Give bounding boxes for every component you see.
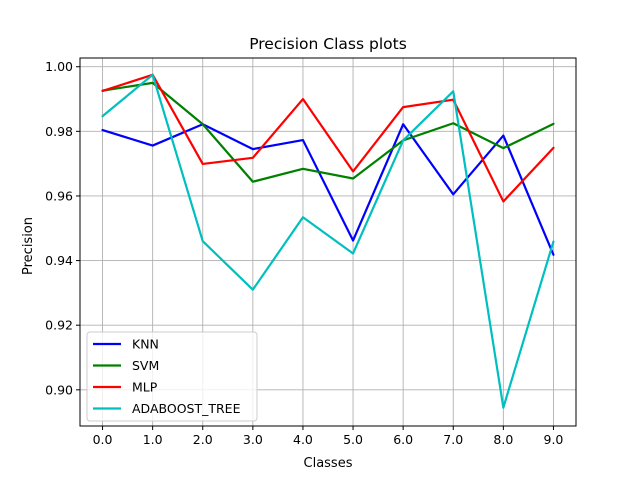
x-axis-label: Classes bbox=[304, 456, 353, 471]
legend-label: ADABOOST_TREE bbox=[132, 401, 241, 416]
legend-box bbox=[86, 331, 258, 422]
y-tick-label: 0.94 bbox=[45, 253, 73, 268]
x-tick-label: 2.0 bbox=[193, 432, 213, 447]
legend-label: SVM bbox=[132, 358, 159, 373]
y-tick-label: 0.96 bbox=[45, 188, 73, 203]
x-tick-label: 6.0 bbox=[393, 432, 413, 447]
x-axis: 0.0 1.0 2.0 3.0 4.0 5.0 6.0 7.0 8.0 9.0 bbox=[93, 426, 564, 447]
y-tick-label: 0.98 bbox=[45, 124, 73, 139]
series-lines bbox=[101, 73, 555, 409]
x-tick-label: 7.0 bbox=[443, 432, 463, 447]
plot-frame bbox=[79, 57, 577, 427]
chart-title: Precision Class plots bbox=[249, 35, 407, 53]
x-tick-label: 0.0 bbox=[93, 432, 113, 447]
series-line-mlp bbox=[101, 73, 555, 203]
legend-label: MLP bbox=[132, 380, 158, 395]
x-tick-label: 8.0 bbox=[493, 432, 513, 447]
x-tick-label: 3.0 bbox=[243, 432, 263, 447]
series-line-knn bbox=[101, 123, 555, 256]
y-axis: 0.90 0.92 0.94 0.96 0.98 1.00 bbox=[45, 59, 80, 397]
y-tick-label: 0.90 bbox=[45, 382, 73, 397]
legend: KNN SVM MLP ADABOOST_TREE bbox=[86, 331, 258, 422]
x-tick-label: 1.0 bbox=[143, 432, 163, 447]
x-tick-label: 4.0 bbox=[293, 432, 313, 447]
series-line-adaboost-tree bbox=[101, 73, 555, 409]
x-tick-label: 9.0 bbox=[544, 432, 564, 447]
y-tick-label: 0.92 bbox=[45, 318, 73, 333]
series-line-svm bbox=[101, 81, 555, 183]
y-tick-label: 1.00 bbox=[45, 59, 73, 74]
legend-label: KNN bbox=[132, 337, 159, 352]
x-tick-label: 5.0 bbox=[343, 432, 363, 447]
y-axis-label: Precision bbox=[21, 217, 36, 275]
